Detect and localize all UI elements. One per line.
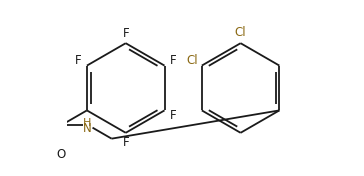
Text: F: F (122, 27, 129, 40)
Text: F: F (170, 54, 176, 67)
Text: Cl: Cl (235, 26, 246, 39)
Text: N: N (83, 122, 92, 135)
Text: F: F (170, 109, 176, 122)
Text: O: O (56, 148, 66, 161)
Text: F: F (75, 54, 82, 67)
Text: Cl: Cl (186, 54, 198, 67)
Text: F: F (122, 136, 129, 149)
Text: H: H (83, 118, 92, 128)
